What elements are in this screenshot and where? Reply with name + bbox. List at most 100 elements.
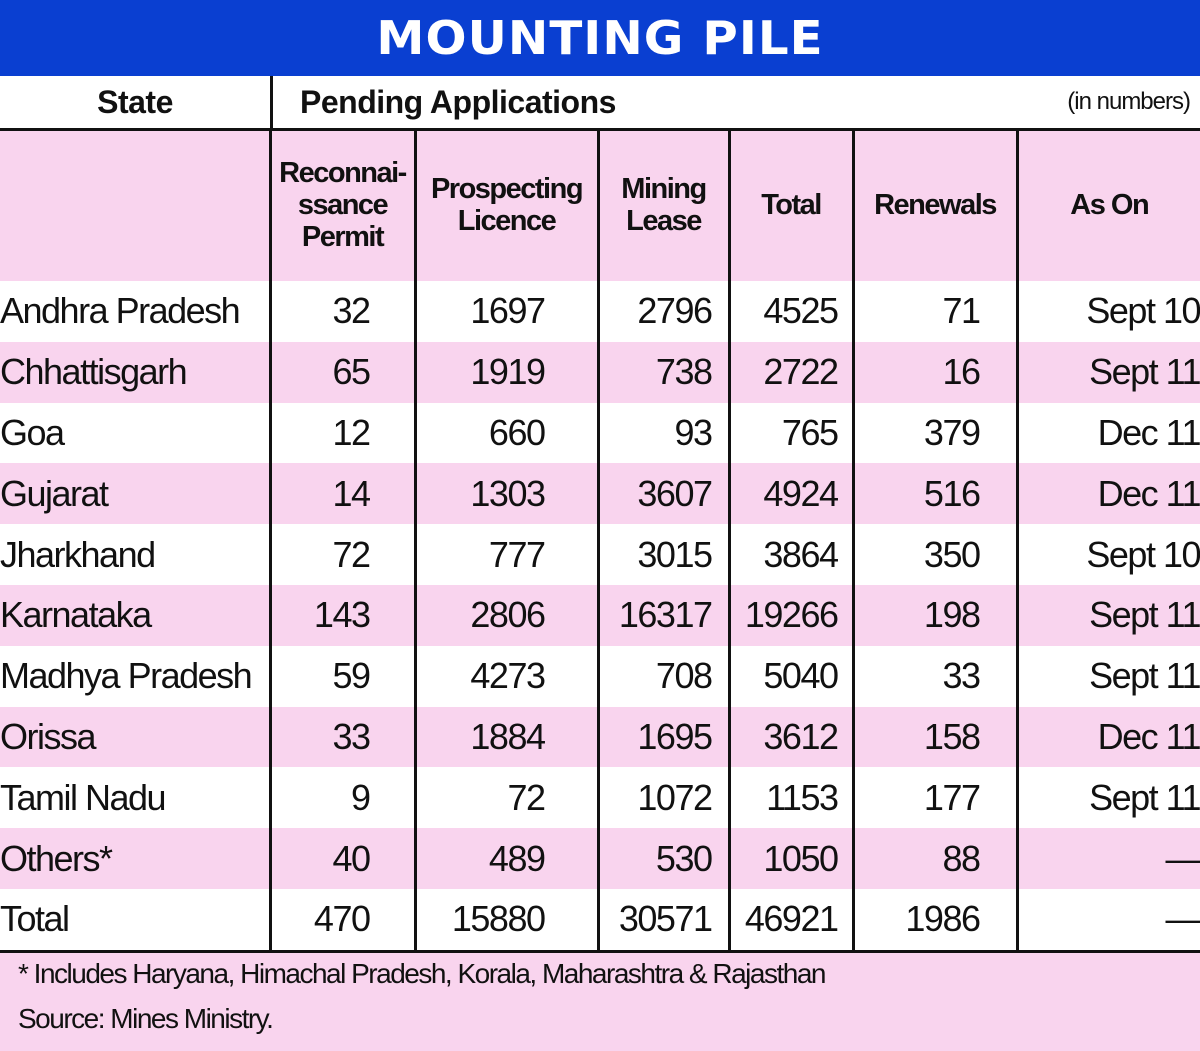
- as-on-cell: Dec 11: [1015, 463, 1200, 525]
- ml-header-line: Mining: [621, 173, 707, 206]
- rp-cell: 59: [268, 645, 415, 707]
- table-row: Andhra Pradesh 32 1697 2796 4525 71 Sept 10: [0, 281, 1200, 342]
- rp-cell: 65: [268, 341, 415, 403]
- table-row: Others* 40 489 530 1050 88—: [0, 828, 1200, 889]
- table-row: Tamil Nadu 9 72 1072 1153 177 Sept 11: [0, 767, 1200, 829]
- rp-header-line: Permit: [301, 220, 385, 253]
- total-cell: 5040: [727, 645, 853, 707]
- source-note: Source: Mines Ministry.: [18, 1003, 274, 1034]
- rp-cell: 33: [268, 706, 415, 768]
- pl-cell: 1303: [413, 463, 598, 525]
- ml-cell: 2796: [596, 281, 729, 342]
- column-header-row: Reconnai- ssance Permit Prospecting Lice…: [0, 131, 1200, 281]
- renewals-cell: 516: [851, 463, 1017, 525]
- renewals-cell: 198: [851, 584, 1017, 646]
- renewals-cell: 177: [851, 767, 1017, 829]
- header-divider: [270, 76, 273, 128]
- total-cell: 3864: [727, 524, 853, 585]
- ml-cell: 1072: [596, 767, 729, 829]
- unit-note: (in numbers): [1067, 88, 1191, 115]
- ml-cell: 30571: [596, 888, 729, 953]
- renewals-cell: 350: [851, 524, 1017, 585]
- state-column-spacer: [0, 131, 270, 281]
- state-cell: Orissa: [0, 706, 270, 768]
- as-on-cell: —: [1015, 828, 1200, 889]
- pl-cell: 1697: [413, 281, 598, 342]
- pl-cell: 4273: [413, 645, 598, 707]
- rp-cell: 12: [268, 402, 415, 464]
- table-row: Orissa 33 1884 1695 3612 158 Dec 11: [0, 706, 1200, 768]
- total-column-header: Total: [727, 131, 853, 281]
- renewals-column-header: Renewals: [851, 131, 1017, 281]
- ml-cell: 16317: [596, 584, 729, 646]
- as-on-cell: —: [1015, 888, 1200, 953]
- ml-cell: 3607: [596, 463, 729, 525]
- ml-header-line: Lease: [626, 205, 702, 237]
- state-cell: Gujarat: [0, 463, 270, 525]
- ml-cell: 530: [596, 828, 729, 889]
- state-cell: Madhya Pradesh: [0, 645, 270, 707]
- rp-cell: 14: [268, 463, 415, 525]
- total-cell: 1050: [727, 828, 853, 889]
- as-on-cell: Sept 11: [1015, 584, 1200, 646]
- rp-cell: 470: [268, 888, 415, 953]
- table-row: Karnataka 143 2806 16317 19266 198 Sept 11: [0, 584, 1200, 646]
- renewals-cell: 379: [851, 402, 1017, 464]
- total-cell: 46921: [727, 888, 853, 953]
- as-on-cell: Dec 11: [1015, 706, 1200, 768]
- as-on-column-header: As On: [1015, 131, 1200, 281]
- ml-cell: 93: [596, 402, 729, 464]
- as-on-cell: Sept 10: [1015, 281, 1200, 342]
- pl-cell: 72: [413, 767, 598, 829]
- state-cell: Tamil Nadu: [0, 767, 270, 829]
- pl-header-line: Prospecting: [430, 173, 584, 206]
- pl-cell: 489: [413, 828, 598, 889]
- as-on-cell: Sept 11: [1015, 645, 1200, 707]
- rp-column-header: Reconnai- ssance Permit: [268, 131, 415, 281]
- pl-column-header: Prospecting Licence: [413, 131, 598, 281]
- as-on-cell: Sept 11: [1015, 341, 1200, 403]
- renewals-cell: 1986: [851, 888, 1017, 953]
- pl-cell: 1919: [413, 341, 598, 403]
- pl-cell: 777: [413, 524, 598, 585]
- ml-cell: 738: [596, 341, 729, 403]
- state-cell: Others*: [0, 828, 270, 889]
- table-row: Jharkhand 72 777 3015 3864 350 Sept 10: [0, 524, 1200, 585]
- pl-header-line: Licence: [457, 205, 557, 237]
- rp-header-line: ssance: [297, 189, 389, 222]
- footnote: * Includes Haryana, Himachal Pradesh, Ko…: [18, 958, 826, 989]
- state-column-header: State: [97, 83, 173, 120]
- pl-cell: 1884: [413, 706, 598, 768]
- pending-applications-header: Pending Applications: [300, 83, 616, 120]
- as-on-cell: Sept 11: [1015, 767, 1200, 829]
- renewals-cell: 71: [851, 281, 1017, 342]
- total-cell: 765: [727, 402, 853, 464]
- rp-cell: 9: [268, 767, 415, 829]
- total-row: Total 470 15880 30571 46921 1986—: [0, 888, 1200, 953]
- state-cell: Chhattisgarh: [0, 341, 270, 403]
- renewals-cell: 16: [851, 341, 1017, 403]
- total-cell: 4924: [727, 463, 853, 525]
- table-title: MOUNTING PILE: [376, 11, 824, 65]
- table-row: Goa 12 660 93 765 379 Dec 11: [0, 402, 1200, 464]
- renewals-cell: 88: [851, 828, 1017, 889]
- state-cell: Goa: [0, 402, 270, 464]
- ml-cell: 708: [596, 645, 729, 707]
- total-cell: 4525: [727, 281, 853, 342]
- rp-cell: 40: [268, 828, 415, 889]
- state-cell: Andhra Pradesh: [0, 281, 270, 342]
- pl-cell: 2806: [413, 584, 598, 646]
- total-cell: 3612: [727, 706, 853, 768]
- renewals-cell: 33: [851, 645, 1017, 707]
- rp-cell: 72: [268, 524, 415, 585]
- as-on-cell: Sept 10: [1015, 524, 1200, 585]
- data-table: Reconnai- ssance Permit Prospecting Lice…: [0, 131, 1200, 953]
- ml-column-header: Mining Lease: [596, 131, 729, 281]
- as-on-cell: Dec 11: [1015, 402, 1200, 464]
- total-cell: 19266: [727, 584, 853, 646]
- renewals-cell: 158: [851, 706, 1017, 768]
- ml-cell: 1695: [596, 706, 729, 768]
- pl-cell: 15880: [413, 888, 598, 953]
- total-cell: 2722: [727, 341, 853, 403]
